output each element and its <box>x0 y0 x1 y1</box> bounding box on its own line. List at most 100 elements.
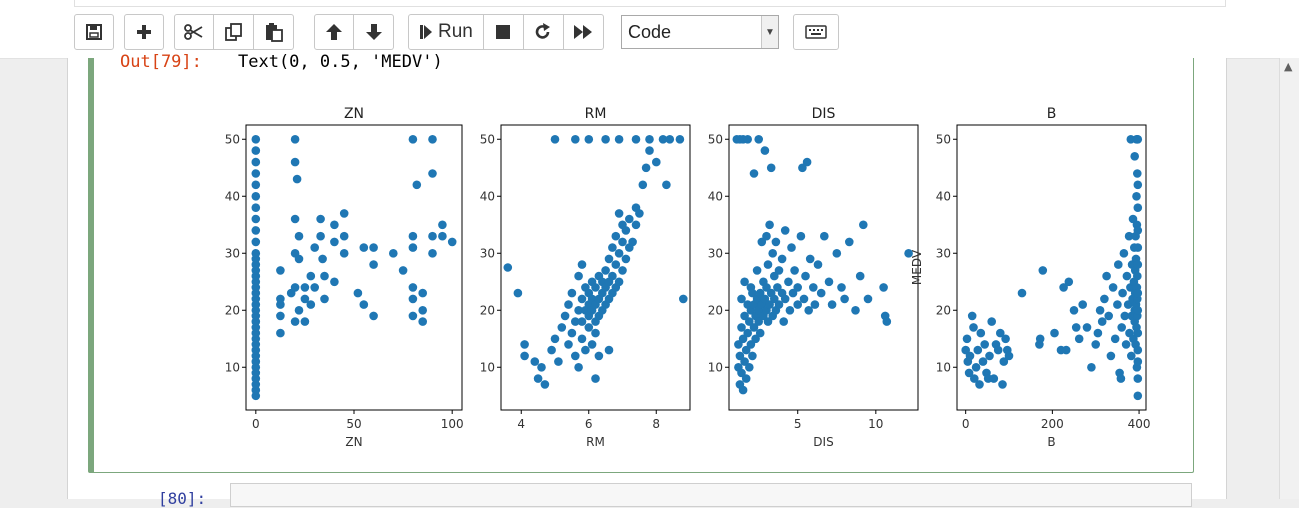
subplot-3-point <box>743 135 752 144</box>
subplot-4-point <box>1133 226 1143 235</box>
subplot-1-point <box>251 237 261 247</box>
subplot-3-point <box>810 300 820 309</box>
subplot-2-point <box>571 351 580 361</box>
subplot-3-point <box>859 220 868 230</box>
subplot-2-point <box>641 163 651 173</box>
scrollbar[interactable]: ▲ <box>1279 58 1299 499</box>
subplot-4-point <box>1124 231 1134 241</box>
paste-icon <box>265 23 283 42</box>
subplot-1-ytick-label: 20 <box>225 303 240 317</box>
subplot-1-point <box>251 169 261 178</box>
subplot-1-point <box>438 220 447 230</box>
subplot-3-point <box>748 351 757 361</box>
subplot-1-point <box>339 249 349 258</box>
subplot-4-point <box>1108 283 1118 292</box>
subplot-3-point <box>770 271 779 281</box>
subplot-1-point <box>408 283 418 292</box>
cell-type-select[interactable]: Code ▼ <box>621 15 779 49</box>
subplot-2-point <box>608 271 617 281</box>
subplot-2-ytick-label: 20 <box>480 303 495 317</box>
subplot-2-point <box>574 271 583 281</box>
save-button[interactable] <box>74 14 114 50</box>
subplot-2-point <box>601 266 610 275</box>
subplot-1-point <box>294 254 304 264</box>
subplot-1-point <box>251 135 261 144</box>
subplot-3-point <box>837 283 846 292</box>
move-down-button[interactable] <box>354 14 394 50</box>
subplot-3-point <box>816 288 826 298</box>
subplot-4-point <box>1114 260 1123 269</box>
cut-button[interactable] <box>174 14 214 50</box>
subplot-3-point <box>832 249 842 258</box>
subplot-4-point <box>1001 334 1010 344</box>
subplot-2-point <box>584 135 594 144</box>
move-up-button[interactable] <box>314 14 354 50</box>
subplot-2-point <box>540 380 550 389</box>
subplot-3-point <box>785 306 795 315</box>
keyboard-group <box>793 14 839 50</box>
subplot-3-point <box>804 306 813 315</box>
subplot-1-ytick-label: 50 <box>225 132 240 146</box>
next-cell-input[interactable] <box>230 483 1192 507</box>
subplot-2-point <box>625 214 634 224</box>
subplot-3-point <box>855 271 865 281</box>
selected-cell[interactable] <box>88 58 1194 473</box>
subplot-2-ytick-label: 10 <box>480 360 495 374</box>
copy-button[interactable] <box>214 14 254 50</box>
subplot-2-point <box>631 220 641 230</box>
subplot-3-point <box>799 294 809 304</box>
subplot-2-point <box>621 254 631 264</box>
subplot-2-point <box>638 180 648 190</box>
save-icon <box>86 24 102 40</box>
subplot-4-point <box>1091 340 1100 349</box>
subplot-2-point <box>564 340 573 349</box>
subplot-2-frame <box>500 124 691 411</box>
paste-button[interactable] <box>254 14 294 50</box>
subplot-2-point <box>577 317 587 326</box>
subplot-2-xtick-label: 6 <box>585 417 593 431</box>
subplot-4-point <box>1133 260 1143 269</box>
subplot-4-point <box>1127 351 1136 361</box>
subplot-2-point <box>577 294 587 304</box>
subplot-3-point <box>779 317 788 326</box>
subplot-3-point <box>762 283 771 292</box>
subplot-1-point <box>290 283 300 292</box>
keyboard-shortcuts-button[interactable] <box>793 14 839 50</box>
subplot-2-point <box>611 231 621 241</box>
subplot-4-point <box>1133 271 1142 281</box>
subplot-1-point <box>369 311 378 321</box>
subplot-1-ytick-label: 40 <box>225 189 240 203</box>
insert-cell-button[interactable] <box>124 14 164 50</box>
subplot-1-point <box>320 294 329 304</box>
scroll-up-icon[interactable]: ▲ <box>1284 60 1293 73</box>
subplot-4-xlabel: B <box>1047 435 1055 449</box>
subplot-2-ytick-label: 40 <box>480 189 495 203</box>
subplot-3-point <box>737 323 746 332</box>
subplot-2-point <box>679 294 688 304</box>
subplot-4-point <box>1102 271 1111 281</box>
subplot-1-point <box>306 300 316 309</box>
subplot-3-point <box>741 374 751 383</box>
subplot-2-point <box>591 283 600 292</box>
subplot-2-ytick-label: 30 <box>480 246 495 260</box>
run-group: Run <box>408 14 604 50</box>
subplot-1-xlabel: ZN <box>345 435 362 449</box>
run-all-button[interactable] <box>563 14 604 50</box>
subplot-4-point <box>1082 323 1092 332</box>
subplot-2-point <box>571 135 580 144</box>
subplot-3-point <box>771 237 781 247</box>
subplot-3-point <box>801 271 810 281</box>
subplot-3-xlabel: DIS <box>813 435 833 449</box>
subplot-2-point <box>608 243 617 252</box>
subplot-1-point <box>412 180 422 190</box>
subplot-3-point <box>790 266 799 275</box>
subplot-4-point <box>1113 300 1122 309</box>
subplot-3-point <box>738 385 748 395</box>
subplot-2-point <box>652 157 661 167</box>
restart-button[interactable] <box>523 14 564 50</box>
subplot-4-point <box>1078 300 1087 309</box>
stop-button[interactable] <box>483 14 524 50</box>
subplot-2-point <box>520 340 529 349</box>
run-button[interactable]: Run <box>408 14 484 50</box>
